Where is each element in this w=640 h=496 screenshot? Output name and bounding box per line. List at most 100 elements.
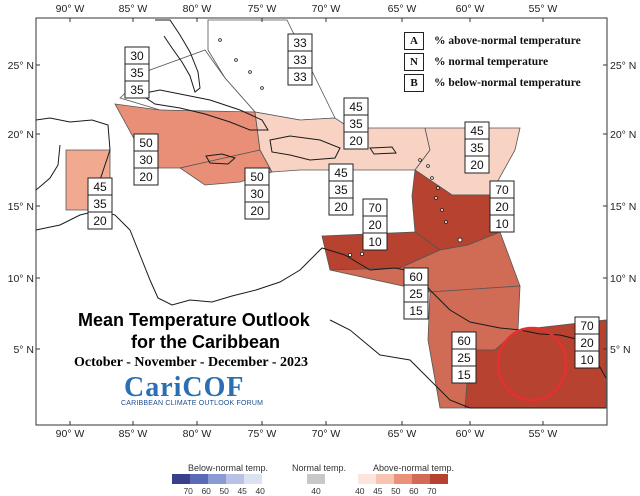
lon-tick-bottom: 80° W (183, 428, 212, 440)
prob-box-windward-islands: 70 20 10 (489, 180, 515, 233)
map-title: Mean Temperature Outlook (78, 310, 310, 330)
prob-value-above: 70 (495, 183, 509, 197)
lon-tick-top: 80° W (183, 3, 212, 15)
prob-value-below: 20 (250, 204, 264, 218)
lat-tick-right: 15° N (610, 201, 636, 213)
prob-value-above: 60 (457, 334, 471, 348)
lat-tick-left: 5° N (13, 344, 34, 356)
caricof-logo: CariCOF (124, 372, 245, 403)
prob-cell-below (489, 214, 515, 233)
lon-tick-bottom: 75° W (248, 428, 277, 440)
region-french-guiana (464, 319, 607, 409)
forecast-period: October - November - December - 2023 (74, 355, 309, 370)
prob-value-below: 20 (139, 170, 153, 184)
lat-tick-left: 10° N (8, 273, 34, 285)
colorbar-below-cell (190, 474, 208, 484)
prob-cell-below (328, 197, 354, 216)
prob-value-normal: 33 (293, 53, 307, 67)
prob-cell-below (451, 365, 477, 384)
island-dot (260, 86, 264, 90)
prob-box-guyana-suriname: 60 25 15 (451, 331, 477, 384)
colorbar-below-cell (208, 474, 226, 484)
colorbar-below-label: Below-normal temp. (188, 463, 269, 473)
prob-value-normal: 35 (349, 117, 363, 131)
lon-tick-top: 55° W (529, 3, 558, 15)
colorbar-below-tick: 40 (255, 486, 265, 496)
colorbar-below-cell (172, 474, 190, 484)
colorbar-above-tick: 70 (427, 486, 437, 496)
prob-value-normal: 20 (368, 218, 382, 232)
lon-tick-top: 85° W (119, 3, 148, 15)
prob-cell-below (403, 301, 429, 320)
lon-tick-top: 60° W (456, 3, 485, 15)
map-title-line2: for the Caribbean (131, 332, 281, 352)
prob-value-above: 45 (349, 100, 363, 114)
islands (218, 38, 463, 257)
jamaica-coast (205, 153, 237, 165)
prob-value-above: 70 (580, 319, 594, 333)
prob-cell-below (244, 201, 270, 220)
island-dot (436, 186, 440, 190)
lat-tick-right: 5° N (610, 344, 631, 356)
lon-tick-top: 75° W (248, 3, 277, 15)
prob-box-caribbean-central: 45 35 20 (328, 163, 354, 216)
prob-value-below: 20 (93, 214, 107, 228)
prob-value-below: 20 (334, 200, 348, 214)
prob-box-belize: 45 35 20 (87, 177, 113, 230)
prob-cell-below (574, 350, 600, 369)
prob-value-below: 15 (457, 368, 471, 382)
legend-letter-below: B (404, 74, 424, 92)
island-dot (457, 237, 463, 243)
prob-value-normal: 35 (470, 141, 484, 155)
colorbar-normal-cell (307, 474, 325, 484)
lat-tick-right: 25° N (610, 60, 636, 72)
prob-value-normal: 30 (139, 153, 153, 167)
puerto-rico-coast (369, 146, 397, 155)
lat-tick-right: 10° N (610, 273, 636, 285)
legend-letter-normal: N (404, 53, 424, 71)
island-dot (359, 251, 364, 256)
lon-tick-bottom: 65° W (388, 428, 417, 440)
colorbar-above-cell (376, 474, 394, 484)
prob-value-above: 45 (334, 166, 348, 180)
prob-cell-below (133, 167, 159, 186)
prob-value-above: 50 (139, 136, 153, 150)
legend-text-below: % below-normal temperature (434, 77, 581, 89)
prob-value-below: 33 (293, 70, 307, 84)
prob-value-above: 45 (470, 124, 484, 138)
lon-tick-top: 90° W (56, 3, 85, 15)
colorbar-above-cell (358, 474, 376, 484)
lon-tick-bottom: 85° W (119, 428, 148, 440)
colorbar-above-tick: 50 (391, 486, 401, 496)
prob-value-above: 45 (93, 180, 107, 194)
prob-cell-below (362, 232, 388, 251)
legend-letter-above: A (404, 32, 424, 50)
prob-value-below: 20 (470, 158, 484, 172)
mexico-coast (35, 144, 61, 191)
prob-value-normal: 25 (409, 287, 423, 301)
colorbar-below-tick: 60 (201, 486, 211, 496)
prob-box-cayman-jamaica: 50 30 20 (133, 133, 159, 186)
legend-row-normal: N % normal temperature (404, 53, 548, 71)
prob-value-below: 10 (368, 235, 382, 249)
prob-box-cuba-northwest: 30 35 35 (124, 46, 150, 99)
island-dot (418, 158, 422, 162)
island-dot (234, 58, 238, 62)
lon-tick-bottom: 70° W (312, 428, 341, 440)
tick-marks (36, 18, 607, 425)
island-dot (444, 220, 448, 224)
island-dot (248, 70, 252, 74)
prob-box-bahamas-north: 33 33 33 (287, 33, 313, 86)
prob-value-normal: 35 (334, 183, 348, 197)
colorbar-normal-label: Normal temp. (292, 463, 347, 473)
prob-value-below: 20 (349, 134, 363, 148)
lat-tick-left: 15° N (8, 201, 34, 213)
island-dot (434, 196, 438, 200)
prob-value-above: 50 (250, 170, 264, 184)
colorbar-above-tick: 60 (409, 486, 419, 496)
colorbar-above-label: Above-normal temp. (373, 463, 455, 473)
colorbar-below-cell (244, 474, 262, 484)
prob-cell-below (287, 67, 313, 86)
lat-tick-right: 20° N (610, 129, 636, 141)
prob-value-above: 30 (130, 49, 144, 63)
